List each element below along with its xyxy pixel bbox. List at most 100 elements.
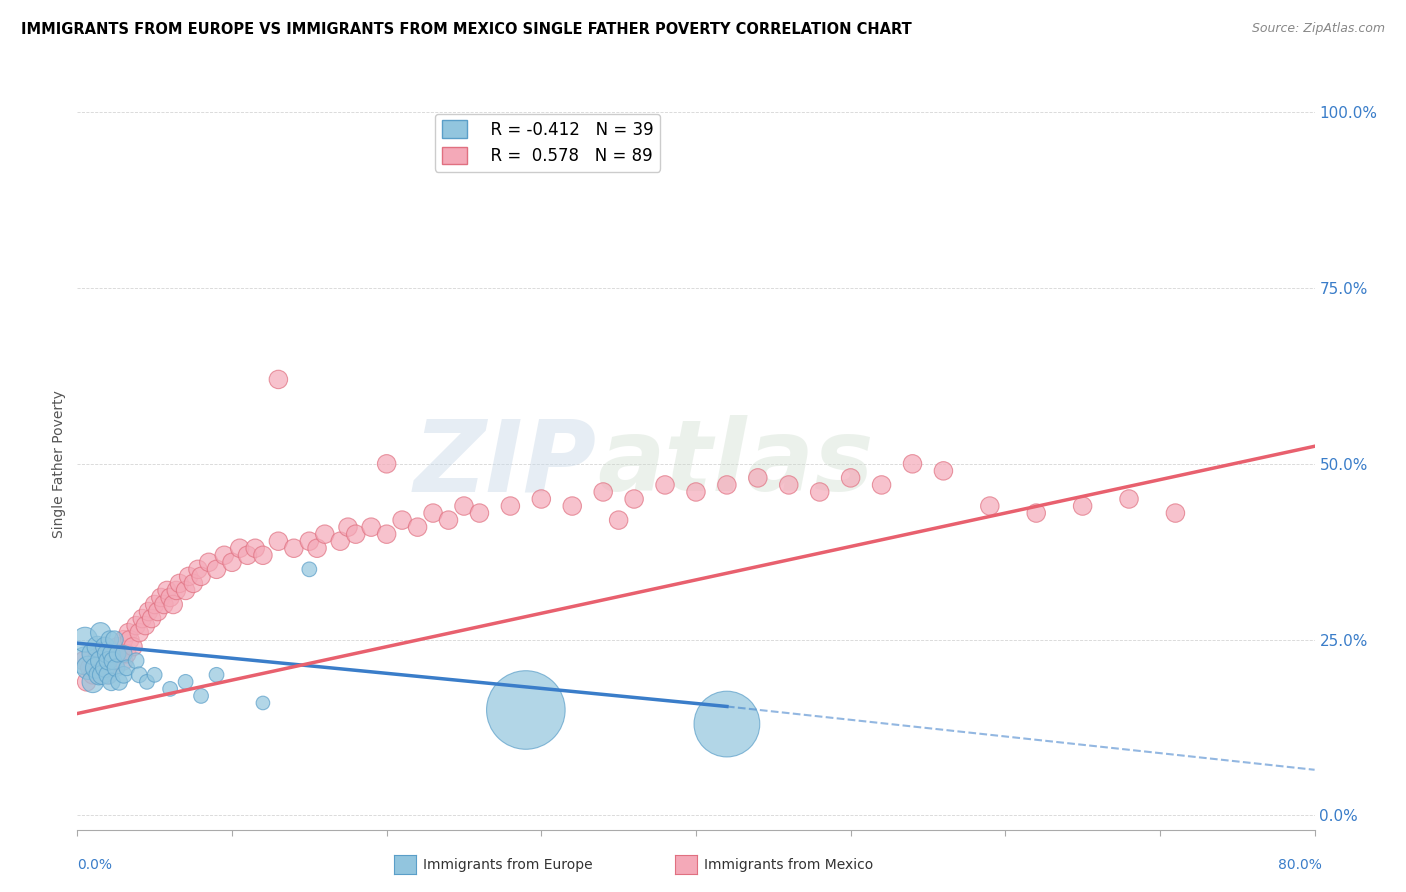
Point	[115, 661, 138, 675]
Point	[97, 668, 120, 682]
Point	[298, 562, 321, 576]
Point	[499, 499, 522, 513]
Point	[108, 674, 131, 689]
Point	[77, 661, 100, 675]
Point	[391, 513, 413, 527]
Point	[141, 611, 163, 625]
Point	[94, 640, 117, 654]
Point	[360, 520, 382, 534]
Point	[337, 520, 360, 534]
Point	[839, 471, 862, 485]
Point	[86, 640, 108, 654]
Point	[190, 689, 212, 703]
Point	[153, 598, 176, 612]
Point	[107, 647, 129, 661]
Point	[75, 654, 96, 668]
Point	[169, 576, 191, 591]
Point	[214, 548, 236, 563]
Point	[592, 485, 614, 500]
Point	[100, 674, 122, 689]
Point	[94, 654, 117, 668]
Point	[298, 534, 321, 549]
Point	[236, 548, 259, 563]
Point	[267, 534, 290, 549]
Point	[314, 527, 336, 541]
Point	[84, 661, 107, 675]
Point	[252, 696, 274, 710]
Text: ZIP: ZIP	[413, 416, 598, 512]
Point	[252, 548, 274, 563]
Point	[112, 647, 135, 661]
Point	[82, 674, 104, 689]
Point	[190, 569, 212, 583]
Point	[422, 506, 444, 520]
Point	[98, 632, 121, 647]
Y-axis label: Single Father Poverty: Single Father Poverty	[52, 390, 66, 538]
Point	[131, 611, 153, 625]
Point	[105, 661, 127, 675]
Point	[118, 632, 141, 647]
Point	[125, 654, 148, 668]
Point	[198, 555, 221, 569]
Point	[112, 668, 135, 682]
Point	[107, 640, 129, 654]
Point	[97, 668, 120, 682]
Point	[87, 661, 110, 675]
Point	[96, 647, 118, 661]
Point	[329, 534, 352, 549]
Point	[90, 625, 111, 640]
Point	[205, 562, 228, 576]
Point	[685, 485, 707, 500]
Point	[187, 562, 209, 576]
Point	[174, 583, 197, 598]
Point	[654, 478, 676, 492]
Point	[90, 654, 111, 668]
Point	[143, 598, 166, 612]
Point	[128, 625, 150, 640]
Point	[122, 640, 145, 654]
Point	[125, 618, 148, 632]
Point	[159, 681, 181, 696]
Point	[128, 668, 150, 682]
Point	[1025, 506, 1047, 520]
Point	[205, 668, 228, 682]
Point	[623, 491, 645, 506]
Point	[143, 668, 166, 682]
Point	[110, 647, 132, 661]
Point	[91, 668, 114, 682]
Text: 0.0%: 0.0%	[77, 858, 112, 872]
Point	[165, 583, 187, 598]
Point	[117, 625, 139, 640]
Point	[72, 654, 94, 668]
Point	[103, 632, 125, 647]
Point	[105, 654, 127, 668]
Point	[530, 491, 553, 506]
Point	[91, 668, 114, 682]
Point	[94, 661, 117, 675]
Text: Immigrants from Mexico: Immigrants from Mexico	[704, 858, 873, 872]
Point	[112, 632, 135, 647]
Point	[437, 513, 460, 527]
Point	[406, 520, 429, 534]
Point	[136, 674, 159, 689]
Point	[162, 598, 184, 612]
Point	[75, 632, 96, 647]
Point	[156, 583, 179, 598]
Point	[267, 372, 290, 386]
Legend:   R = -0.412   N = 39,   R =  0.578   N = 89: R = -0.412 N = 39, R = 0.578 N = 89	[434, 114, 661, 172]
Point	[375, 457, 398, 471]
Point	[307, 541, 329, 556]
Point	[103, 647, 125, 661]
Point	[716, 478, 738, 492]
Point	[375, 527, 398, 541]
Point	[101, 654, 124, 668]
Text: IMMIGRANTS FROM EUROPE VS IMMIGRANTS FROM MEXICO SINGLE FATHER POVERTY CORRELATI: IMMIGRANTS FROM EUROPE VS IMMIGRANTS FRO…	[21, 22, 912, 37]
Point	[82, 647, 104, 661]
Point	[174, 674, 197, 689]
Point	[979, 499, 1001, 513]
Text: 80.0%: 80.0%	[1278, 858, 1322, 872]
Point	[245, 541, 267, 556]
Point	[146, 605, 169, 619]
Point	[1071, 499, 1094, 513]
Point	[115, 647, 138, 661]
